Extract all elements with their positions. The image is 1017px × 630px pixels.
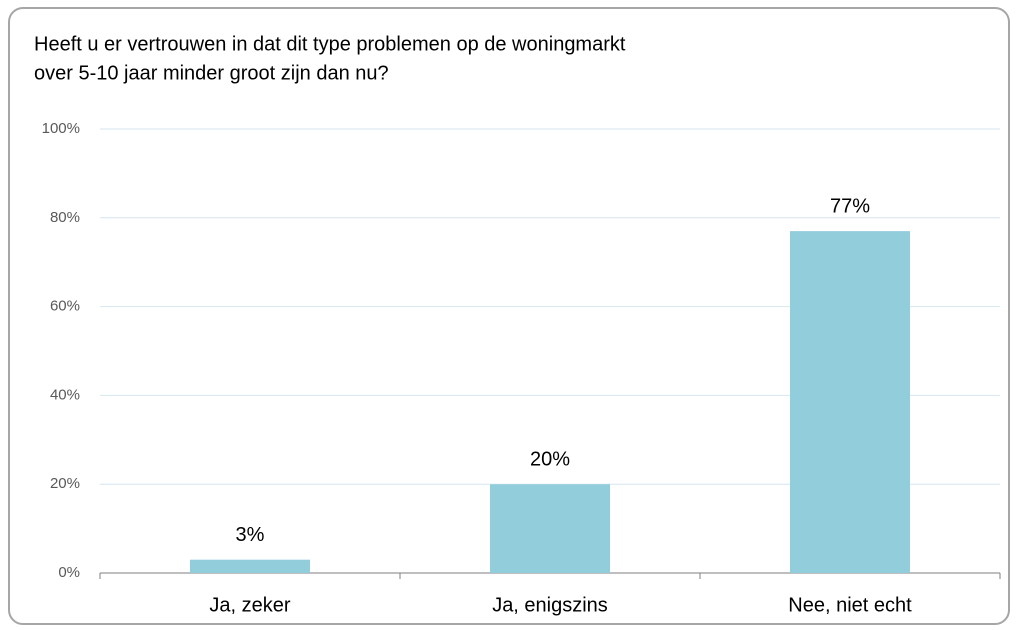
y-tick-label: 40% (50, 386, 80, 403)
chart-title: Heeft u er vertrouwen in dat dit type pr… (34, 33, 626, 55)
y-tick-label: 0% (58, 564, 80, 581)
y-tick-label: 80% (50, 209, 80, 226)
chart-title: over 5-10 jaar minder groot zijn dan nu? (34, 62, 389, 84)
bar (490, 484, 610, 573)
data-label: 20% (530, 448, 570, 470)
x-tick-label: Ja, enigszins (492, 594, 608, 616)
chart-frame (8, 7, 1010, 625)
x-tick-label: Ja, zeker (209, 594, 290, 616)
data-label: 77% (830, 195, 870, 217)
y-tick-label: 60% (50, 298, 80, 315)
x-tick-label: Nee, niet echt (788, 594, 912, 616)
y-tick-label: 100% (42, 120, 80, 137)
y-tick-label: 20% (50, 475, 80, 492)
bar (190, 559, 310, 573)
data-label: 3% (236, 524, 265, 546)
bar (790, 231, 910, 573)
